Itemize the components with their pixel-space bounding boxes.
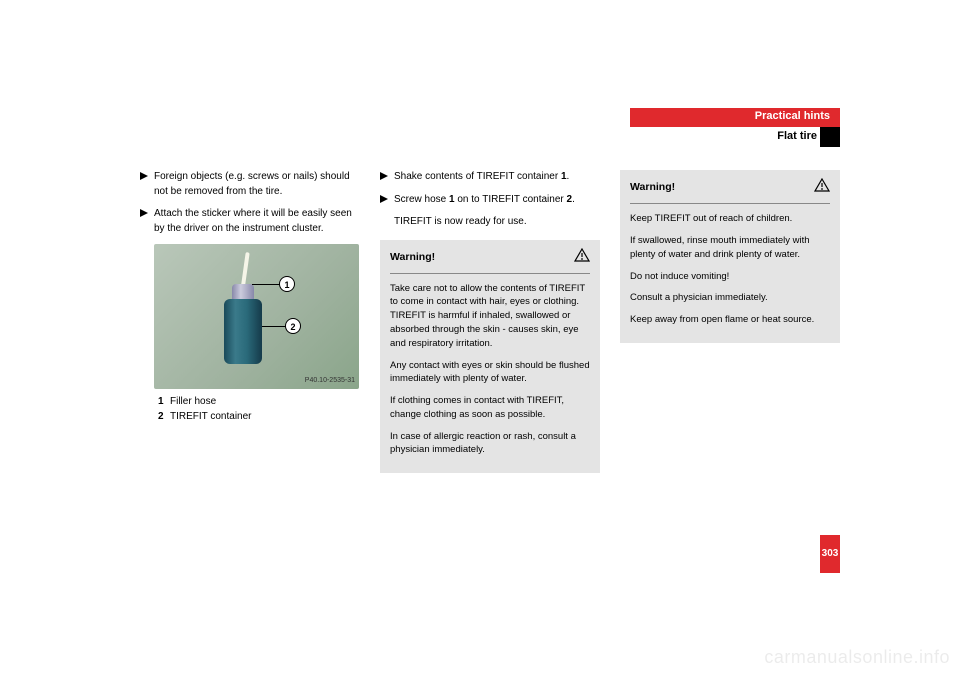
warning-box: Warning! Keep TIREFIT out of reach of ch…	[620, 170, 840, 343]
bullet-item: Screw hose 1 on to TIREFIT container 2.	[380, 193, 600, 208]
bullet-triangle-icon	[380, 195, 388, 208]
legend-row: 1 Filler hose	[158, 395, 360, 410]
warning-para: If swallowed, rinse mouth immediately wi…	[630, 234, 830, 262]
bullet-text: Attach the sticker where it will be easi…	[154, 207, 360, 236]
section-marker	[820, 127, 840, 147]
bullet-item: Attach the sticker where it will be easi…	[140, 207, 360, 236]
warning-triangle-icon	[814, 178, 830, 197]
bullet-text: Shake contents of TIREFIT container 1.	[394, 170, 569, 185]
warning-para: In case of allergic reaction or rash, co…	[390, 430, 590, 458]
warning-para: Consult a physician immediately.	[630, 291, 830, 305]
figure-reference: P40.10-2535-31	[305, 376, 355, 386]
bullet-item: Foreign objects (e.g. screws or nails) s…	[140, 170, 360, 199]
callout-1-icon: 1	[279, 276, 295, 292]
figure-tirefit: 1 2 P40.10-2535-31	[154, 244, 359, 389]
figure-legend: 1 Filler hose 2 TIREFIT container	[158, 395, 360, 424]
ready-text: TIREFIT is now ready for use.	[394, 215, 600, 230]
warning-box: Warning! Take care not to allow the cont…	[380, 240, 600, 474]
text-fragment: .	[572, 194, 575, 205]
text-fragment: Shake contents of TIREFIT container	[394, 171, 561, 182]
warning-para: Do not induce vomiting!	[630, 270, 830, 284]
legend-number: 1	[158, 395, 166, 410]
bullet-item: Shake contents of TIREFIT container 1.	[380, 170, 600, 185]
legend-text: TIREFIT container	[170, 410, 252, 425]
text-fragment: .	[567, 171, 570, 182]
bullet-text: Foreign objects (e.g. screws or nails) s…	[154, 170, 360, 199]
column-3: Warning! Keep TIREFIT out of reach of ch…	[620, 170, 840, 473]
warning-title: Warning!	[630, 180, 675, 195]
warning-para: If clothing comes in contact with TIREFI…	[390, 394, 590, 422]
warning-header: Warning!	[390, 248, 590, 274]
callout-lead	[252, 284, 280, 285]
warning-para: Keep TIREFIT out of reach of children.	[630, 212, 830, 226]
bullet-triangle-icon	[140, 209, 148, 236]
warning-para: Keep away from open flame or heat source…	[630, 313, 830, 327]
legend-number: 2	[158, 410, 166, 425]
bullet-triangle-icon	[380, 172, 388, 185]
figure-bottle	[224, 299, 262, 364]
warning-para: Take care not to allow the contents of T…	[390, 282, 590, 351]
callout-lead	[262, 326, 286, 327]
legend-row: 2 TIREFIT container	[158, 410, 360, 425]
text-fragment: on to TIREFIT container	[455, 194, 567, 205]
callout-2-icon: 2	[285, 318, 301, 334]
watermark: carmanualsonline.info	[764, 647, 950, 668]
content-columns: Foreign objects (e.g. screws or nails) s…	[140, 170, 840, 473]
section-title: Practical hints	[640, 110, 830, 122]
bullet-text: Screw hose 1 on to TIREFIT container 2.	[394, 193, 575, 208]
bullet-triangle-icon	[140, 172, 148, 199]
warning-header: Warning!	[630, 178, 830, 204]
column-1: Foreign objects (e.g. screws or nails) s…	[140, 170, 360, 473]
legend-text: Filler hose	[170, 395, 216, 410]
warning-triangle-icon	[574, 248, 590, 267]
text-fragment: Screw hose	[394, 194, 449, 205]
figure-hose	[241, 252, 250, 286]
warning-title: Warning!	[390, 250, 435, 265]
column-2: Shake contents of TIREFIT container 1. S…	[380, 170, 600, 473]
subsection-title: Flat tire	[640, 130, 817, 142]
page-number: 303	[820, 548, 840, 559]
warning-para: Any contact with eyes or skin should be …	[390, 359, 590, 387]
